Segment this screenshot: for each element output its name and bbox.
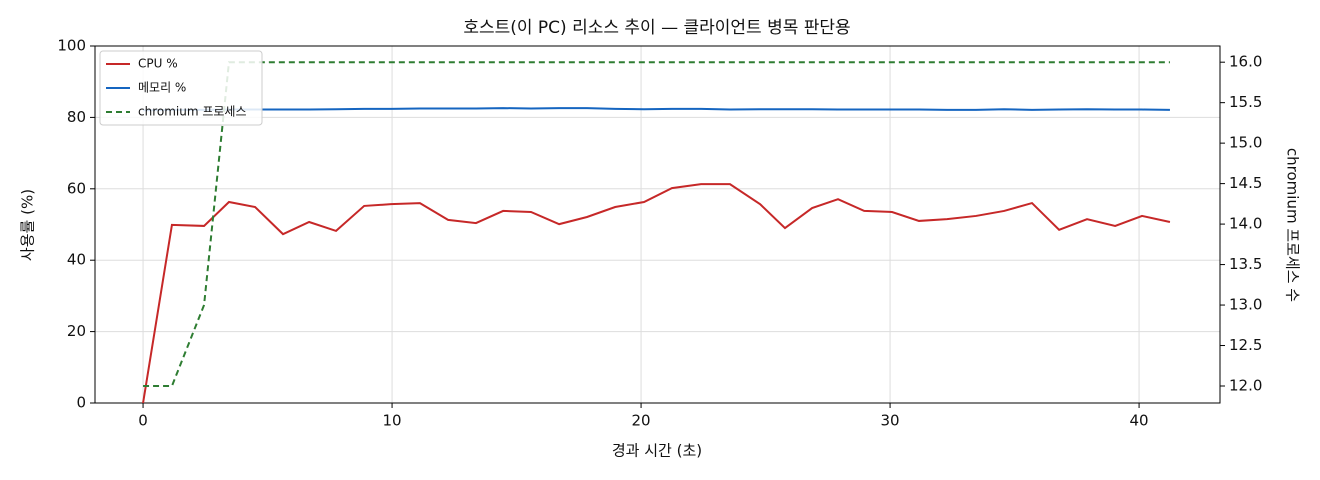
y2-tick-label: 14.5 xyxy=(1229,174,1262,192)
y2-tick-label: 15.5 xyxy=(1229,93,1262,111)
plot-frame xyxy=(94,45,1221,404)
y2-tick-label: 16.0 xyxy=(1229,53,1262,71)
y2-tick-label: 12.5 xyxy=(1229,336,1262,354)
y2-tick-label: 13.5 xyxy=(1229,255,1262,273)
x-tick-label: 10 xyxy=(383,412,402,430)
legend-box xyxy=(99,50,263,126)
chart-title: 호스트(이 PC) 리소스 추이 — 클라이언트 병목 판단용 xyxy=(463,18,850,38)
x-tick-label: 40 xyxy=(1130,412,1149,430)
x-axis-label: 경과 시간 (초) xyxy=(612,442,702,460)
y2-tick-label: 14.0 xyxy=(1229,215,1262,233)
y2-tick-label: 15.0 xyxy=(1229,134,1262,152)
y-tick-label: 60 xyxy=(67,179,86,197)
series-line xyxy=(143,107,1170,112)
legend-label: chromium 프로세스 xyxy=(138,105,247,119)
series-line xyxy=(142,183,1171,404)
y2-tick-label: 13.0 xyxy=(1229,296,1262,314)
legend-label: 메모리 % xyxy=(138,81,186,95)
legend: CPU % 메모리 % chromium 프로세스 xyxy=(99,50,263,126)
y-tick-label: 40 xyxy=(67,251,86,269)
y-tick-label: 20 xyxy=(67,322,86,340)
y-tick-label: 100 xyxy=(57,37,86,55)
y-tick-label: 80 xyxy=(67,108,86,126)
x-tick-label: 0 xyxy=(138,412,148,430)
series-line xyxy=(143,61,1170,387)
y2-tick-label: 12.0 xyxy=(1229,377,1262,395)
y-axis-label: 사용률 (%) xyxy=(19,189,37,261)
legend-label: CPU % xyxy=(138,57,178,71)
x-tick-label: 30 xyxy=(881,412,900,430)
y2-axis-label: chromium 프로세스 수 xyxy=(1284,148,1302,302)
x-tick-label: 20 xyxy=(632,412,651,430)
y-tick-label: 0 xyxy=(76,394,86,412)
